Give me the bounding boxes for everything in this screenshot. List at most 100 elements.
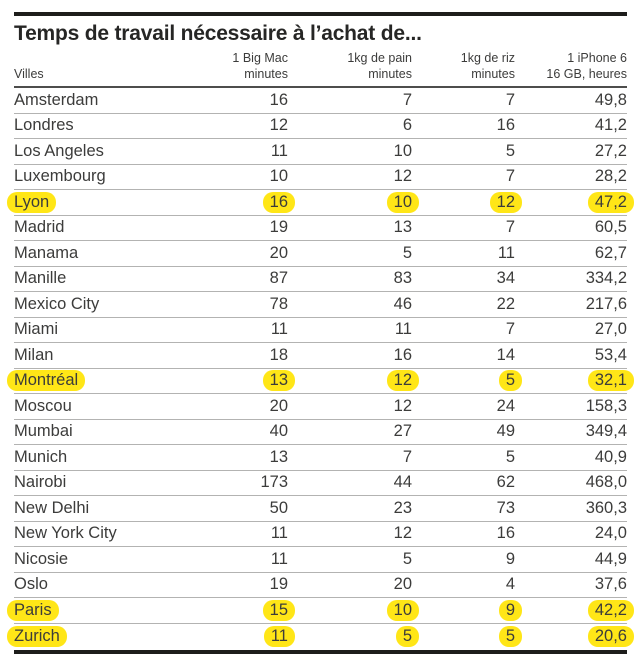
pain-value: 16	[288, 345, 412, 366]
column-header-villes: Villes	[14, 50, 164, 82]
cell-text: 73	[496, 498, 515, 517]
pain-value: 7	[288, 90, 412, 111]
pain-value: 27	[288, 421, 412, 442]
big-mac-value: 18	[164, 345, 288, 366]
city-name: Milan	[14, 345, 164, 366]
cell-text: 7	[505, 90, 515, 109]
iphone-value: 349,4	[515, 421, 627, 442]
city-name: Munich	[14, 447, 164, 468]
table-row: Luxembourg 10 12 7 28,2	[14, 165, 627, 190]
iphone-value: 44,9	[515, 549, 627, 570]
big-mac-value: 15	[164, 599, 295, 621]
cell-text: 18	[269, 345, 288, 364]
iphone-value: 53,4	[515, 345, 627, 366]
pain-value: 10	[288, 599, 419, 621]
iphone-value: 40,9	[515, 447, 627, 468]
cell-text: 22	[496, 294, 515, 313]
cell-text: Nicosie	[14, 549, 69, 568]
iphone-value: 37,6	[515, 574, 627, 595]
cell-text: 62	[496, 473, 515, 492]
riz-value: 7	[412, 166, 515, 187]
pain-value: 12	[288, 166, 412, 187]
riz-value: 24	[412, 396, 515, 417]
riz-value: 5	[412, 141, 515, 162]
table-row: Manama 20 5 11 62,7	[14, 241, 627, 267]
iphone-value: 62,7	[515, 243, 627, 264]
cell-text: 60,5	[594, 218, 627, 237]
table-row: Montréal 13 12 5 32,1	[7, 369, 634, 394]
cell-text: 12	[393, 524, 412, 543]
highlight-pill: Zurich	[7, 625, 67, 647]
cell-text: 12	[393, 396, 412, 415]
pain-value: 12	[288, 370, 419, 392]
highlight-pill: Montréal	[7, 370, 86, 392]
cell-text: 50	[269, 498, 288, 517]
cell-text: 40,9	[594, 447, 627, 466]
cell-text: 14	[496, 345, 515, 364]
pain-value: 20	[288, 574, 412, 595]
table-row: Lyon 16 10 12 47,2	[7, 190, 634, 216]
city-name: Manille	[14, 268, 164, 289]
riz-value: 12	[412, 191, 522, 213]
riz-value: 16	[412, 115, 515, 136]
cell-text: 334,2	[585, 269, 627, 288]
riz-value: 4	[412, 574, 515, 595]
city-name: Lyon	[7, 191, 164, 213]
big-mac-value: 19	[164, 574, 288, 595]
iphone-value: 217,6	[515, 294, 627, 315]
riz-value: 16	[412, 523, 515, 544]
cell-text: 360,3	[585, 498, 627, 517]
cell-text: New York City	[14, 524, 117, 543]
cell-text: 7	[402, 90, 412, 109]
iphone-value: 334,2	[515, 268, 627, 289]
cell-text: 7	[505, 320, 515, 339]
pain-value: 13	[288, 217, 412, 238]
cell-text: 7	[402, 447, 412, 466]
cell-text: 49	[496, 422, 515, 441]
highlight-pill: 32,1	[587, 370, 634, 392]
cell-text: 16	[269, 90, 288, 109]
cell-text: 10	[393, 141, 412, 160]
iphone-value: 42,2	[515, 599, 634, 621]
big-mac-value: 40	[164, 421, 288, 442]
pain-value: 12	[288, 396, 412, 417]
column-header-line1: 1 Big Mac	[232, 51, 288, 65]
highlight-pill: 12	[386, 370, 419, 392]
cell-text: 13	[393, 218, 412, 237]
iphone-value: 158,3	[515, 396, 627, 417]
big-mac-value: 11	[164, 625, 295, 647]
pain-value: 5	[288, 625, 419, 647]
big-mac-value: 13	[164, 447, 288, 468]
cell-text: 7	[505, 218, 515, 237]
cell-text: 12	[269, 116, 288, 135]
cell-text: 87	[269, 269, 288, 288]
riz-value: 22	[412, 294, 515, 315]
pain-value: 7	[288, 447, 412, 468]
big-mac-value: 10	[164, 166, 288, 187]
big-mac-value: 11	[164, 319, 288, 340]
cell-text: Oslo	[14, 575, 48, 594]
cell-text: 11	[270, 524, 288, 543]
cell-text: Moscou	[14, 396, 72, 415]
city-name: Nicosie	[14, 549, 164, 570]
big-mac-value: 11	[164, 141, 288, 162]
city-name: Londres	[14, 115, 164, 136]
cell-text: 62,7	[594, 243, 627, 262]
cell-text: Manama	[14, 243, 79, 262]
cell-text: 16	[496, 116, 515, 135]
city-name: Moscou	[14, 396, 164, 417]
riz-value: 73	[412, 498, 515, 519]
iphone-value: 41,2	[515, 115, 627, 136]
highlight-pill: 16	[262, 191, 295, 213]
cell-text: Milan	[14, 345, 54, 364]
table-row: New York City 11 12 16 24,0	[14, 522, 627, 547]
column-header-pain: 1kg de pain minutes	[288, 50, 412, 82]
highlight-pill: Lyon	[7, 191, 57, 213]
city-name: Mexico City	[14, 294, 164, 315]
highlight-pill: 9	[498, 599, 522, 621]
table-row: Milan 18 16 14 53,4	[14, 343, 627, 369]
big-mac-value: 20	[164, 243, 288, 264]
cell-text: Mexico City	[14, 294, 100, 313]
column-header-line2: minutes	[368, 67, 412, 81]
cell-text: Londres	[14, 116, 74, 135]
